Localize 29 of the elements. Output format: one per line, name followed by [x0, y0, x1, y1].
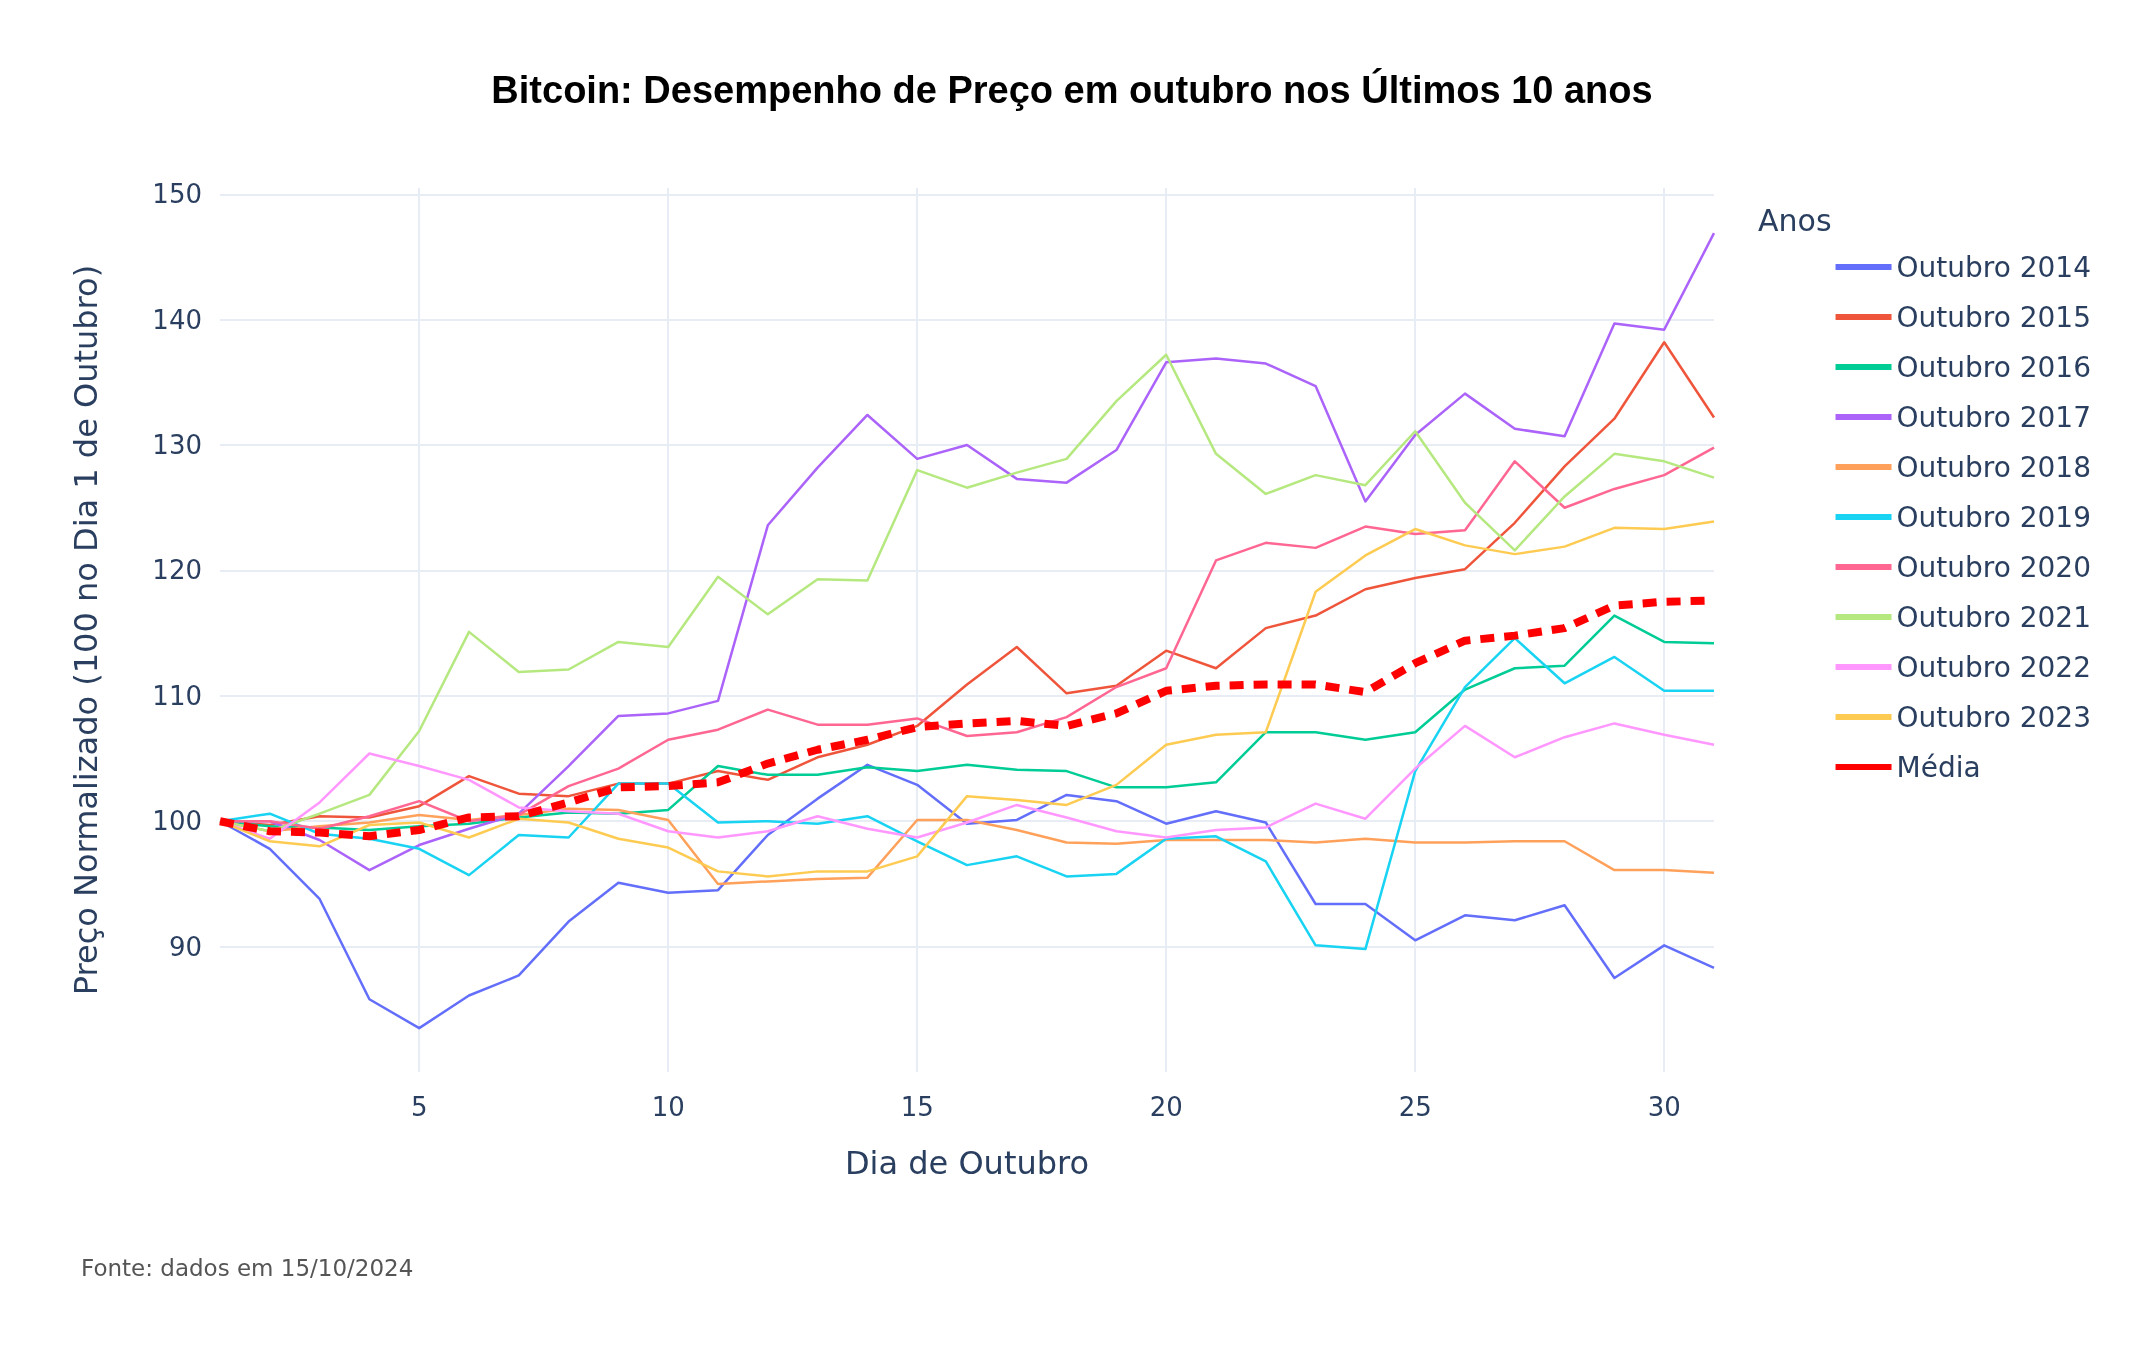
x-tick-label: 5: [410, 1092, 428, 1122]
y-tick-label: 150: [152, 179, 202, 210]
y-tick-label: 140: [152, 304, 202, 335]
x-tick-label: 15: [900, 1092, 934, 1122]
legend-label: Outubro 2017: [1896, 400, 2091, 434]
legend-label: Média: [1896, 750, 1981, 784]
y-tick-label: 130: [152, 430, 202, 461]
legend-label: Outubro 2023: [1896, 700, 2091, 734]
legend-title: Anos: [1758, 202, 1832, 238]
legend-label: Outubro 2022: [1896, 650, 2091, 684]
x-tick-label: 30: [1647, 1092, 1681, 1122]
legend-label: Outubro 2018: [1896, 450, 2091, 484]
source-note: Fonte: dados em 15/10/2024: [81, 1254, 414, 1281]
x-tick-label: 20: [1149, 1092, 1183, 1122]
legend-label: Outubro 2021: [1896, 600, 2091, 634]
y-tick-label: 120: [152, 555, 202, 586]
x-tick-label: 25: [1398, 1092, 1432, 1122]
y-tick-label: 100: [152, 806, 202, 837]
x-axis-title: Dia de Outubro: [844, 1144, 1090, 1182]
legend-label: Outubro 2014: [1896, 250, 2091, 284]
y-tick-label: 110: [152, 680, 202, 711]
legend-label: Outubro 2016: [1896, 350, 2091, 384]
legend-label: Outubro 2015: [1896, 300, 2091, 334]
x-tick-label: 10: [651, 1092, 685, 1122]
legend-label: Outubro 2019: [1896, 500, 2091, 534]
y-tick-label: 90: [168, 931, 202, 962]
y-axis-title: Preço Normalizado (100 no Dia 1 de Outubro): [67, 264, 105, 996]
chart-title: Bitcoin: Desempenho de Preço em outubro nos Últimos 10 anos: [491, 68, 1653, 111]
legend-label: Outubro 2020: [1896, 550, 2091, 584]
